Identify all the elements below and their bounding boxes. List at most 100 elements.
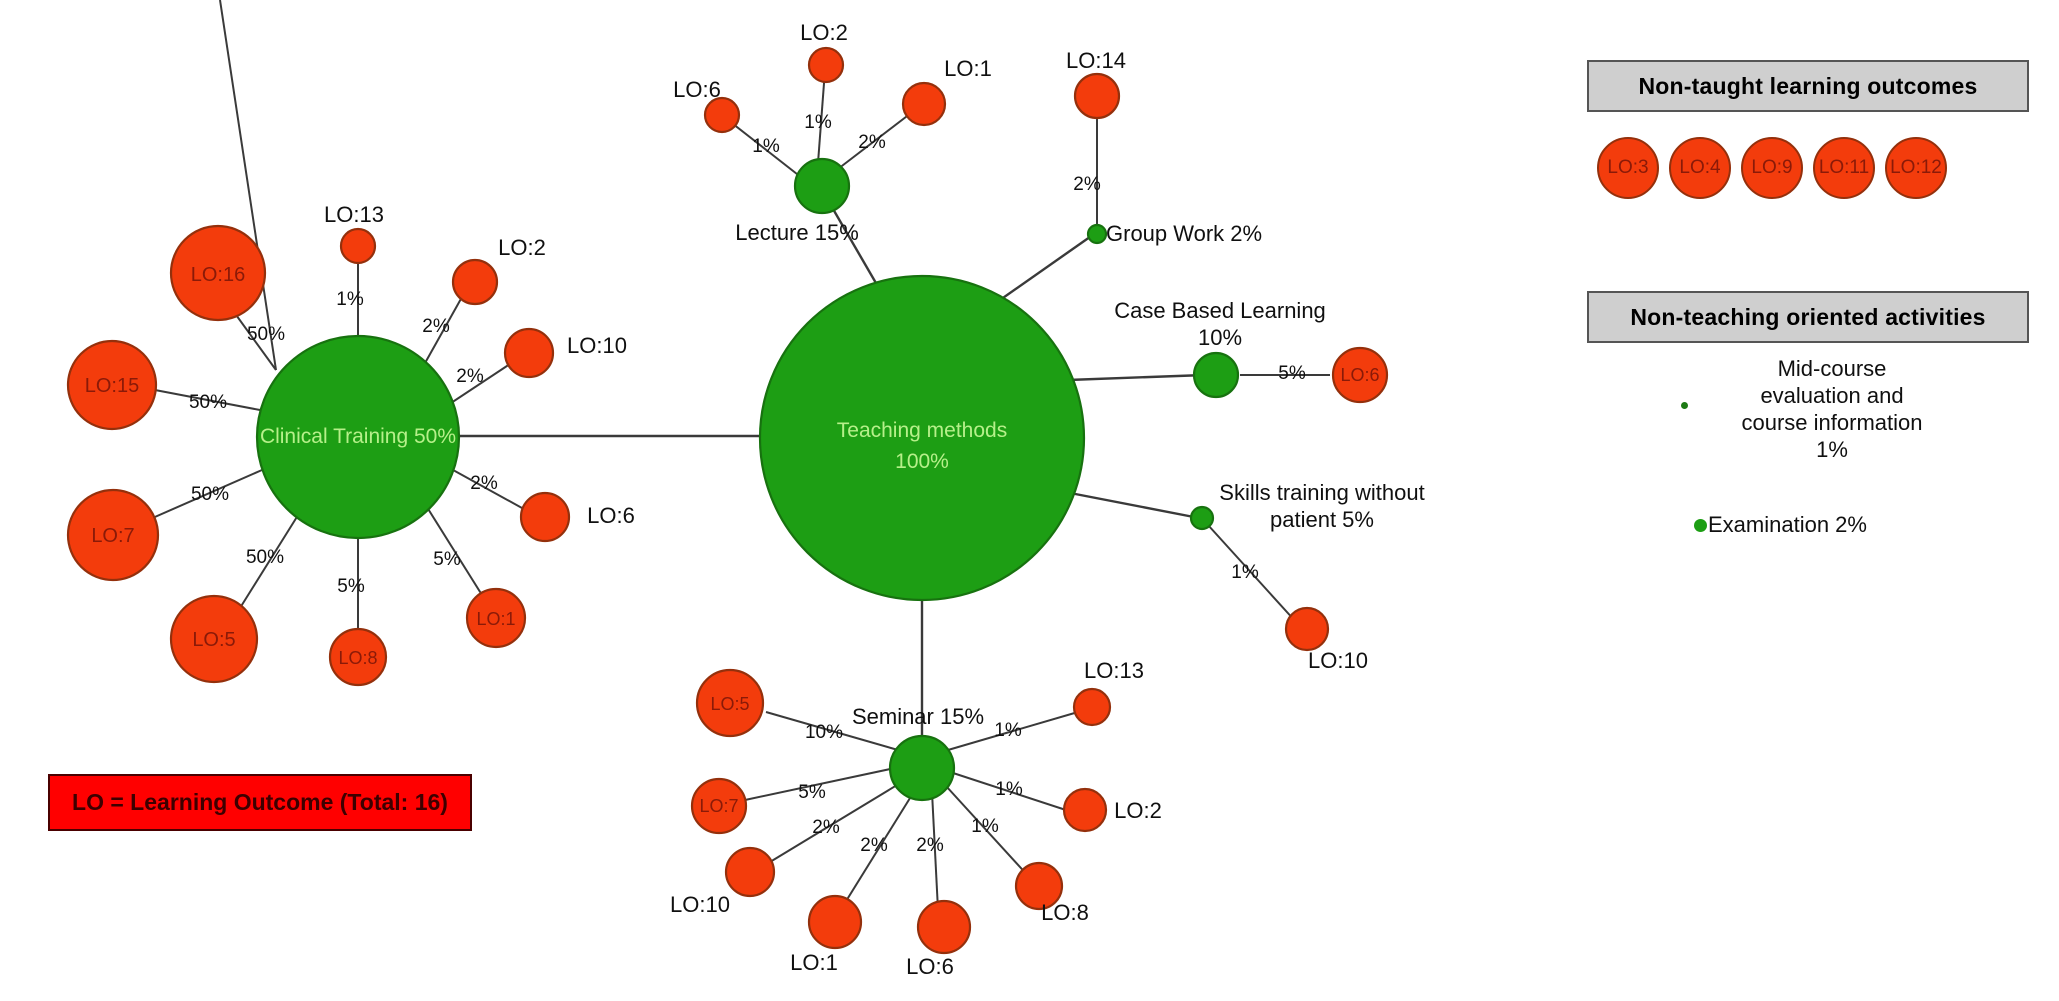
edge-seminar-lo6	[931, 791, 939, 911]
pct-seminar-lo2: 1%	[995, 779, 1023, 800]
node-lo-clinical-lo13[interactable]	[339, 227, 377, 265]
pct-seminar-lo10: 2%	[812, 817, 840, 838]
node-seminar-label: Seminar 15%	[852, 704, 984, 729]
lo-definition-banner: LO = Learning Outcome (Total: 16)	[48, 774, 472, 831]
node-lo-seminar-lo6[interactable]	[916, 899, 972, 955]
label-cbl-lo6: LO:6	[1340, 365, 1379, 385]
label-clinical-lo8: LO:8	[338, 648, 377, 668]
node-lecture-label: Lecture 15%	[735, 220, 859, 245]
node-case-based-learning[interactable]	[1192, 351, 1240, 399]
activity-line: 1%	[1816, 437, 1848, 462]
activity-mid-course-label: Mid-course evaluation and course informa…	[1694, 355, 1970, 463]
non-taught-lo-chip[interactable]: LO:3	[1597, 137, 1659, 199]
node-lo-clinical-lo10[interactable]	[503, 327, 555, 379]
pct-clinical-lo5: 50%	[246, 547, 284, 568]
node-lo-clinical-lo15[interactable]	[66, 339, 158, 431]
node-lo-seminar-lo2[interactable]	[1062, 787, 1108, 833]
node-lo-seminar-lo10[interactable]	[724, 846, 776, 898]
activity-examination-label: Examination 2%	[1708, 512, 1867, 537]
edge-lecture-lo2	[817, 69, 826, 164]
node-lo-clinical-lo1[interactable]	[465, 587, 527, 649]
label-skills-lo10: LO:10	[1308, 648, 1368, 673]
pct-cbl-lo6: 5%	[1278, 363, 1306, 384]
node-lo-clinical-lo2[interactable]	[451, 258, 499, 306]
node-lo-lecture-lo1[interactable]	[901, 81, 947, 127]
node-skills-label-2: patient 5%	[1270, 507, 1374, 532]
edge-seminar-lo5	[765, 711, 899, 751]
node-lo-clinical-lo7[interactable]	[66, 488, 160, 582]
non-taught-legend-header: Non-taught learning outcomes	[1587, 60, 2029, 112]
edge-seminar-lo13	[947, 711, 1079, 751]
label-seminar-lo5: LO:5	[710, 694, 749, 714]
node-lo-groupwork-lo14[interactable]	[1073, 72, 1121, 120]
pct-seminar-lo13: 1%	[994, 720, 1022, 741]
edge-clinical-lo5	[239, 511, 301, 609]
label-seminar-lo6: LO:6	[906, 954, 954, 979]
node-skills-training[interactable]	[1189, 505, 1215, 531]
edge-root-skills	[1064, 490, 1200, 520]
edge-root-cbl	[1067, 373, 1206, 382]
label-seminar-lo1: LO:1	[790, 950, 838, 975]
edge-seminar-lo7	[744, 767, 896, 801]
node-lo-skills-lo10[interactable]	[1284, 606, 1330, 652]
node-lo-seminar-lo5[interactable]	[695, 668, 765, 738]
edge-seminar-lo2	[949, 771, 1073, 813]
label-seminar-lo8: LO:8	[1041, 900, 1089, 925]
non-taught-lo-chip[interactable]: LO:11	[1813, 137, 1875, 199]
node-lo-seminar-lo8[interactable]	[1014, 861, 1064, 911]
label-seminar-lo2: LO:2	[1114, 798, 1162, 823]
edge-seminar-lo1	[842, 789, 916, 907]
pct-seminar-lo5: 10%	[805, 722, 843, 743]
node-cbl-label-2: 10%	[1198, 325, 1242, 350]
edge-seminar-lo8	[945, 785, 1031, 879]
node-group-work[interactable]	[1086, 223, 1108, 245]
pct-seminar-lo7: 5%	[798, 782, 826, 803]
label-lecture-lo1: LO:1	[944, 56, 992, 81]
activity-mid-course-evaluation: Mid-course evaluation and course informa…	[1660, 355, 1970, 463]
node-lo-seminar-lo7[interactable]	[690, 777, 748, 835]
node-lo-clinical-lo6[interactable]	[519, 491, 571, 543]
pct-clinical-lo1: 5%	[433, 549, 461, 570]
label-clinical-lo16: LO:16	[191, 264, 245, 286]
pct-seminar-lo8: 1%	[971, 816, 999, 837]
non-taught-lo-chip[interactable]: LO:9	[1741, 137, 1803, 199]
label-clinical-lo7: LO:7	[91, 525, 134, 547]
pct-clinical-lo7: 50%	[191, 484, 229, 505]
node-skills-label-1: Skills training without	[1219, 480, 1424, 505]
edge-clinical-lo16	[219, 0, 277, 371]
edge-root-groupwork	[999, 231, 1098, 301]
node-lo-clinical-lo16[interactable]	[169, 224, 267, 322]
node-lecture[interactable]	[793, 157, 851, 215]
node-lo-clinical-lo8[interactable]	[328, 627, 388, 687]
pct-clinical-lo16: 50%	[247, 324, 285, 345]
node-lo-lecture-lo6[interactable]	[703, 96, 741, 134]
node-group-work-label: Group Work 2%	[1106, 221, 1262, 246]
non-taught-lo-chip[interactable]: LO:12	[1885, 137, 1947, 199]
node-lo-seminar-lo1[interactable]	[807, 894, 863, 950]
node-clinical-training[interactable]	[255, 334, 461, 540]
pct-seminar-lo1: 2%	[860, 835, 888, 856]
pct-clinical-lo13: 1%	[336, 289, 364, 310]
node-seminar[interactable]	[888, 734, 956, 802]
node-lo-seminar-lo13[interactable]	[1072, 687, 1112, 727]
non-taught-lo-row: LO:3 LO:4 LO:9 LO:11 LO:12	[1597, 135, 2027, 201]
non-taught-lo-chip[interactable]: LO:4	[1669, 137, 1731, 199]
activity-dot-icon	[1694, 518, 1707, 532]
activity-line: evaluation and	[1760, 383, 1904, 408]
node-lo-clinical-lo5[interactable]	[169, 594, 259, 684]
node-teaching-methods[interactable]	[758, 274, 1086, 602]
edge-clinical-lo6	[443, 464, 523, 509]
edge-seminar-lo10	[769, 781, 903, 863]
pct-groupwork-lo14: 2%	[1073, 174, 1101, 195]
activity-examination: Examination 2%	[1694, 512, 1867, 538]
edge-clinical-lo15	[154, 389, 261, 411]
label-lecture-lo6: LO:6	[673, 77, 721, 102]
label-groupwork-lo14: LO:14	[1066, 48, 1126, 73]
edge-clinical-lo1	[419, 495, 483, 596]
node-lo-cbl-lo6[interactable]	[1331, 346, 1389, 404]
pct-skills-lo10: 1%	[1231, 562, 1259, 583]
pct-seminar-lo6: 2%	[916, 835, 944, 856]
node-lo-lecture-lo2[interactable]	[807, 46, 845, 84]
